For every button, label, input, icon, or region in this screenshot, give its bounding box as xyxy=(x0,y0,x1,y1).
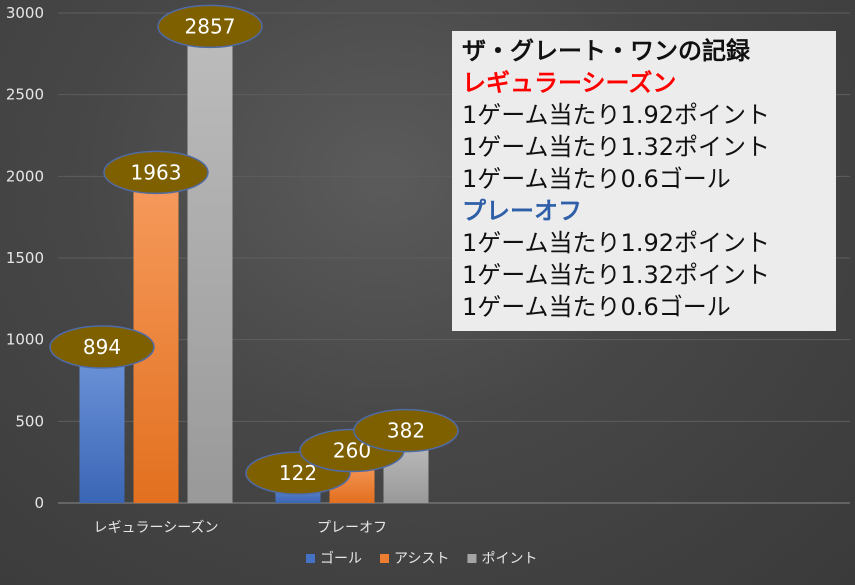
y-tick-label: 1500 xyxy=(6,249,44,267)
y-tick-label: 2000 xyxy=(6,167,44,185)
data-label: 122 xyxy=(279,461,317,485)
y-tick-label: 500 xyxy=(15,412,44,430)
legend-swatch xyxy=(380,554,389,563)
legend-swatch xyxy=(467,554,477,563)
y-tick-label: 0 xyxy=(34,494,44,512)
data-label: 2857 xyxy=(185,14,236,38)
info-title: ザ・グレート・ワンの記録 xyxy=(462,37,750,65)
regular-stat-line: 1ゲーム当たり1.92ポイント xyxy=(462,101,770,129)
legend-label: ポイント xyxy=(481,551,537,567)
data-label: 1963 xyxy=(131,160,182,184)
playoff-heading: プレーオフ xyxy=(462,197,582,225)
info-box: ザ・グレート・ワンの記録 レギュラーシーズン 1ゲーム当たり1.92ポイント 1… xyxy=(452,31,836,331)
playoff-stat-line: 1ゲーム当たり1.92ポイント xyxy=(462,229,770,257)
bar xyxy=(187,36,233,504)
data-label-bubble xyxy=(353,408,459,453)
bar xyxy=(79,356,125,503)
playoff-stat-line: 1ゲーム当たり0.6ゴール xyxy=(462,293,731,321)
data-label: 894 xyxy=(83,335,121,359)
data-label-bubble xyxy=(157,4,263,49)
y-tick-label: 3000 xyxy=(6,4,44,22)
y-tick-label: 2500 xyxy=(6,86,44,104)
data-label-bubble xyxy=(49,325,155,369)
data-label: 382 xyxy=(387,419,425,443)
legend-label: ゴール xyxy=(320,550,362,567)
data-label-bubble xyxy=(103,150,209,195)
x-tick-label: プレーオフ xyxy=(317,520,387,536)
playoff-stat-line: 1ゲーム当たり1.32ポイント xyxy=(462,261,770,289)
legend-label: アシスト xyxy=(394,551,449,567)
legend-swatch xyxy=(306,554,315,563)
x-tick-label: レギュラーシーズン xyxy=(93,520,218,536)
regular-season-heading: レギュラーシーズン xyxy=(462,69,677,97)
regular-stat-line: 1ゲーム当たり0.6ゴール xyxy=(462,165,731,193)
regular-stat-line: 1ゲーム当たり1.32ポイント xyxy=(462,133,770,161)
y-tick-label: 1000 xyxy=(6,331,44,349)
